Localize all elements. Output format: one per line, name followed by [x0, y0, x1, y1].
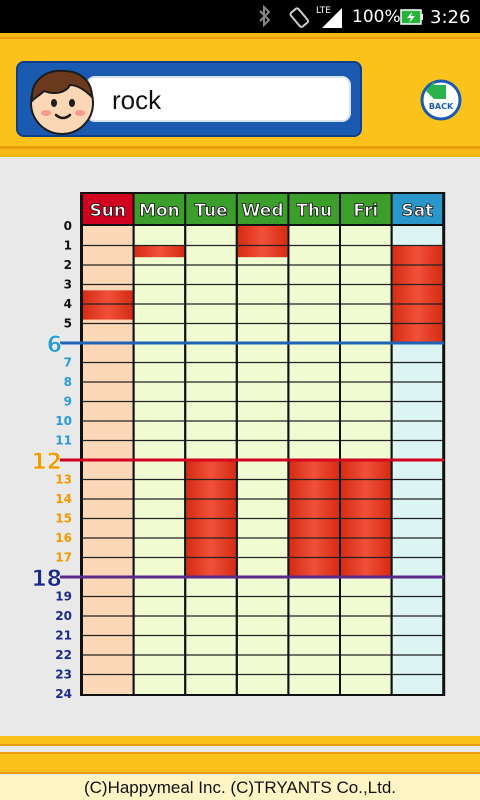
svg-text:LTE: LTE	[316, 6, 331, 16]
bluetooth-icon	[259, 5, 271, 27]
hour-label: 10	[55, 414, 72, 428]
hour-label: 0	[64, 219, 72, 233]
name-field[interactable]: rock	[86, 76, 351, 122]
day-header-tue[interactable]	[186, 194, 236, 224]
name-panel: rock	[16, 61, 362, 137]
hour-label: 1	[64, 239, 72, 253]
busy-block[interactable]	[83, 290, 133, 320]
busy-block[interactable]	[134, 245, 185, 258]
day-label: Fri	[353, 201, 378, 221]
busy-block[interactable]	[392, 245, 443, 344]
day-label: Sun	[90, 201, 126, 221]
day-header-wed[interactable]	[237, 194, 288, 224]
hour-label-major: 18	[31, 567, 62, 592]
day-header-mon[interactable]	[134, 194, 185, 224]
battery-percent: 100%	[352, 7, 401, 27]
hour-label: 7	[64, 356, 72, 370]
day-label: Thu	[296, 201, 332, 221]
weekly-schedule-grid: Sun Mon Tue Wed Thu Fri Sat0123456789101112131…	[31, 192, 446, 701]
hour-label: 14	[55, 492, 72, 506]
day-label: Sat	[401, 201, 433, 221]
hour-label: 23	[55, 668, 72, 682]
hour-label: 8	[64, 375, 72, 389]
boy-avatar-icon	[30, 69, 94, 135]
footer-band	[0, 752, 480, 774]
header: rock BACK	[0, 33, 480, 157]
hour-label: 2	[64, 258, 72, 272]
status-bar: LTE 100% 3:26	[0, 0, 480, 33]
footer-stripe	[0, 736, 480, 746]
hour-label: 3	[64, 278, 72, 292]
header-panel: rock BACK	[0, 37, 480, 149]
clock: 3:26	[430, 7, 471, 28]
hour-label: 13	[55, 473, 72, 487]
battery-charging-icon	[400, 9, 423, 25]
hour-label: 16	[55, 531, 72, 545]
hour-label: 5	[64, 317, 72, 331]
hour-label-major: 12	[31, 450, 62, 475]
day-header-fri[interactable]	[341, 194, 391, 224]
day-header-sun[interactable]	[83, 194, 133, 224]
back-button[interactable]: BACK	[420, 79, 462, 121]
hour-label-major: 6	[47, 333, 62, 358]
busy-block[interactable]	[237, 226, 288, 258]
hour-label: 15	[55, 512, 72, 526]
hour-label: 19	[55, 590, 72, 604]
screen-rotation-icon	[289, 7, 310, 28]
hour-label: 11	[55, 434, 72, 448]
hour-label: 9	[64, 395, 72, 409]
copyright-text: (C)Happymeal Inc. (C)TRYANTS Co.,Ltd.	[0, 775, 480, 800]
hour-label: 22	[55, 648, 72, 662]
day-header-thu[interactable]	[289, 194, 339, 224]
hour-label: 17	[55, 551, 72, 565]
user-name: rock	[112, 85, 162, 115]
back-label: BACK	[429, 102, 454, 111]
day-header-sat[interactable]	[392, 194, 443, 224]
hour-label: 21	[55, 629, 72, 643]
day-label: Tue	[194, 201, 227, 221]
day-label: Wed	[242, 201, 284, 221]
hour-label: 4	[64, 297, 72, 311]
hour-label: 24	[55, 687, 72, 701]
signal-icon: LTE	[316, 6, 342, 28]
hour-label: 20	[55, 609, 72, 623]
day-label: Mon	[139, 201, 180, 221]
